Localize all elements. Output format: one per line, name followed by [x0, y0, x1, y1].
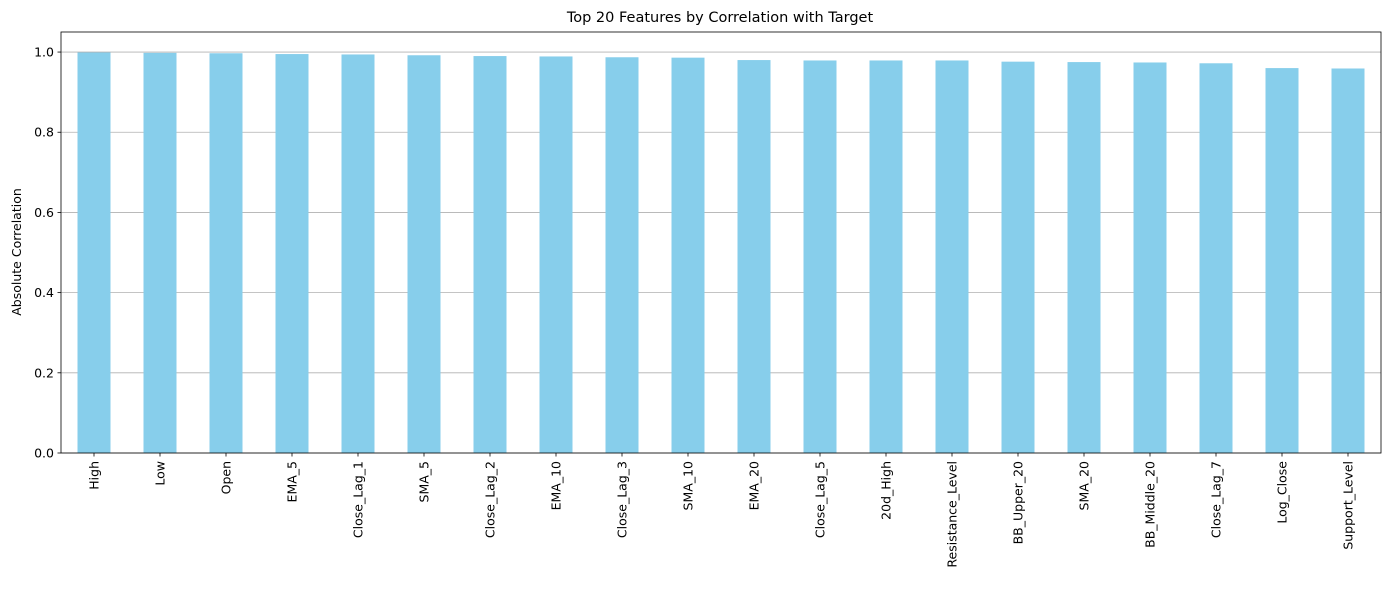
bar-close-lag-1 [341, 54, 375, 453]
x-tick-label: Close_Lag_3 [615, 461, 630, 538]
y-axis-label: Absolute Correlation [9, 188, 24, 316]
x-tick-label: SMA_20 [1077, 461, 1092, 510]
bar-close-lag-3 [605, 57, 639, 453]
x-ticks: High Low Open EMA_5 Close_Lag_1 SMA_5 Close_La… [87, 453, 1356, 568]
bar-low [143, 52, 177, 454]
x-tick-label: SMA_10 [681, 461, 696, 510]
x-tick-label: Resistance_Level [945, 461, 960, 568]
x-tick-label: Close_Lag_5 [813, 461, 828, 538]
bar-ema-10 [539, 56, 573, 453]
x-tick-label: Close_Lag_2 [483, 461, 498, 538]
bar-close-lag-7 [1199, 63, 1233, 453]
bar-open [209, 53, 243, 453]
x-tick-label: EMA_20 [747, 461, 762, 510]
bar-support-level [1331, 68, 1365, 453]
x-tick-label: Low [153, 461, 168, 486]
x-tick-label: Support_Level [1341, 461, 1356, 550]
bar-close-lag-2 [473, 56, 507, 454]
bar-ema-20 [737, 60, 771, 454]
bar-sma-5 [407, 55, 441, 453]
x-tick-label: 20d_High [879, 461, 894, 520]
x-tick-label: Close_Lag_1 [351, 461, 366, 538]
bar-20d-high [869, 60, 903, 453]
y-tick-label: 0.2 [34, 365, 54, 380]
y-tick-label: 0.6 [34, 205, 54, 220]
axes-layer [60, 31, 1382, 454]
bar-bb-upper-20 [1001, 61, 1035, 454]
bar-sma-20 [1067, 62, 1101, 453]
x-tick-label: Close_Lag_7 [1209, 461, 1224, 538]
bar-close-lag-5 [803, 60, 837, 453]
bar-sma-10 [671, 57, 705, 454]
x-tick-label: High [87, 461, 102, 490]
chart-title: Top 20 Features by Correlation with Targ… [566, 10, 874, 26]
x-tick-label: SMA_5 [417, 461, 432, 502]
x-tick-label: BB_Middle_20 [1143, 461, 1158, 548]
x-tick-label: BB_Upper_20 [1011, 461, 1026, 544]
bar-bb-middle-20 [1133, 62, 1167, 453]
plot-frame [60, 31, 1382, 454]
y-tick-label: 0.8 [34, 125, 54, 140]
x-tick-label: EMA_5 [285, 461, 300, 502]
x-tick-label: EMA_10 [549, 461, 564, 510]
bars-layer [77, 52, 1365, 454]
y-tick-label: 1.0 [34, 45, 54, 60]
x-tick-label: Open [219, 461, 234, 494]
y-ticks: 0.0 0.2 0.4 0.6 0.8 1.0 [34, 45, 61, 461]
bar-resistance-level [935, 60, 969, 453]
y-tick-label: 0.0 [34, 446, 54, 461]
bar-high [77, 52, 111, 453]
bar-log-close [1265, 68, 1299, 453]
x-tick-label: Log_Close [1275, 461, 1290, 524]
y-tick-label: 0.4 [34, 285, 54, 300]
bar-ema-5 [275, 54, 309, 454]
